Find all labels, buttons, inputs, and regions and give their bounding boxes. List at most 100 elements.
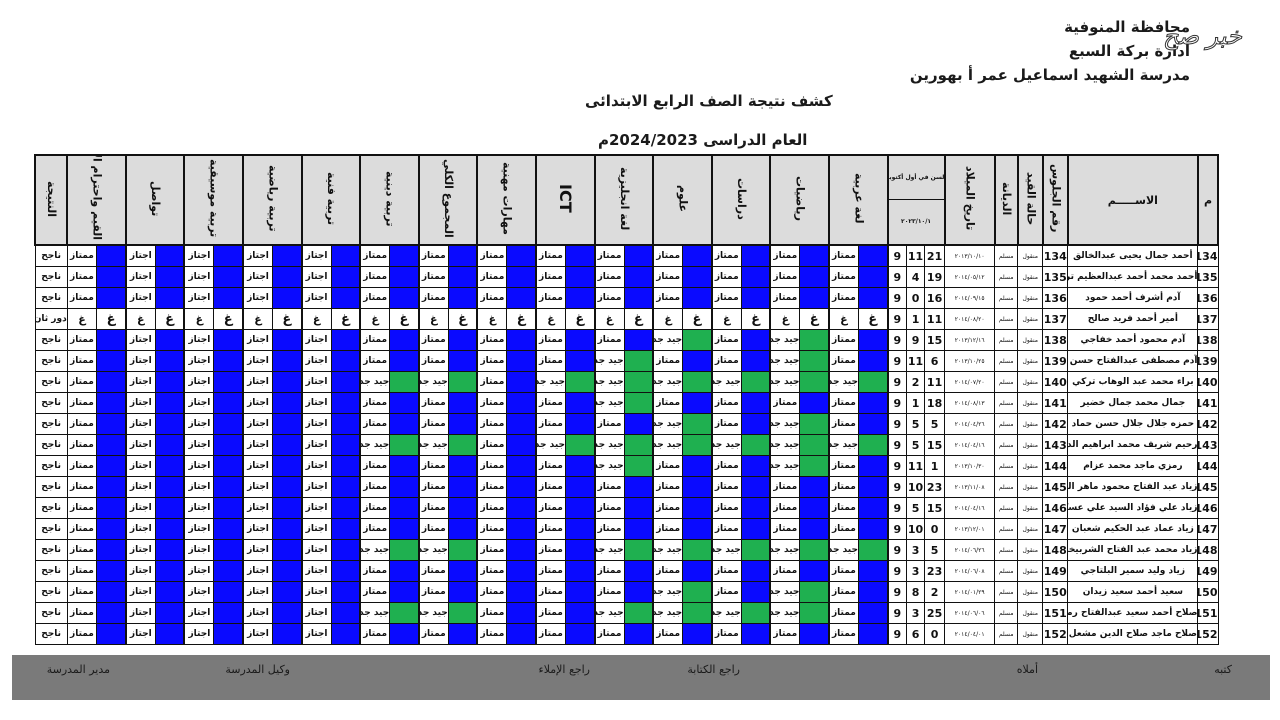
grade-text: اجتاز bbox=[301, 434, 332, 456]
grade-text: ممتاز bbox=[594, 329, 625, 351]
grade-color-cell bbox=[623, 455, 655, 477]
religion-cell: مسلم bbox=[994, 244, 1019, 267]
grade-color-cell bbox=[623, 392, 655, 414]
seat-number: 140 bbox=[1042, 371, 1069, 393]
grade-text: غ bbox=[769, 308, 801, 330]
grade-color-cell bbox=[389, 371, 420, 393]
principal-label: مدير المدرسة bbox=[46, 663, 110, 676]
student-name: رحيم شريف محمد ابراهيم الدسوقي bbox=[1067, 434, 1199, 456]
grade-text: جيد جدا bbox=[359, 602, 391, 624]
grade-color-cell bbox=[682, 476, 713, 498]
grade-text: ممتاز bbox=[359, 287, 391, 309]
grade-text: جيد جدا bbox=[418, 602, 449, 624]
grade-text: اجتاز bbox=[301, 602, 332, 624]
grade-color-cell bbox=[213, 581, 244, 603]
serial-cell: 136 bbox=[1197, 287, 1219, 309]
enrollment-status: منقول bbox=[1017, 455, 1044, 477]
grade-text: جيد جدا bbox=[418, 539, 449, 561]
grade-color-cell bbox=[96, 350, 127, 372]
grade-color-cell bbox=[213, 350, 244, 372]
grade-color-cell bbox=[330, 392, 362, 414]
religion-cell: مسلم bbox=[994, 602, 1019, 624]
grade-color-cell bbox=[447, 329, 479, 351]
grade-text: ممتاز bbox=[535, 413, 566, 435]
table-row: 140براء محمد عبد الوهاب تركي140منقولمسلم… bbox=[34, 371, 1219, 393]
grade-text: اجتاز bbox=[242, 350, 274, 372]
age-title: السن في أول أكتوبر bbox=[889, 157, 943, 200]
age-months: 3 bbox=[906, 539, 926, 561]
col-subject: تربية فنية bbox=[300, 154, 362, 246]
age-months: 10 bbox=[906, 518, 926, 540]
grade-color-cell bbox=[213, 602, 244, 624]
grade-color-cell bbox=[272, 581, 303, 603]
grade-color-cell bbox=[623, 434, 655, 456]
grade-color-cell bbox=[740, 350, 772, 372]
grade-text: ممتاز bbox=[66, 476, 98, 498]
grade-text: اجتاز bbox=[301, 455, 332, 477]
grade-color-cell bbox=[213, 244, 244, 267]
grade-color-cell bbox=[857, 455, 889, 477]
grade-text: ممتاز bbox=[476, 266, 508, 288]
grade-color-cell bbox=[740, 434, 772, 456]
col-name: الاســـــم bbox=[1066, 154, 1199, 246]
grade-color-cell bbox=[272, 350, 303, 372]
grade-color-cell bbox=[623, 581, 655, 603]
age-years: 9 bbox=[886, 455, 908, 477]
grade-color-cell bbox=[682, 581, 713, 603]
birth-date: ٢٠١٤/٠٥/١٢ bbox=[944, 266, 996, 288]
grade-color-cell bbox=[799, 455, 830, 477]
grade-text: جيد جدا bbox=[828, 434, 859, 456]
grade-text: اجتاز bbox=[183, 244, 215, 267]
enrollment-status: منقول bbox=[1017, 560, 1044, 582]
table-row: 148زياد محمد عبد الفتاح الشربيخوني148منق… bbox=[34, 539, 1219, 561]
grade-color-cell bbox=[799, 518, 830, 540]
col-subject: المجموع الكلي bbox=[417, 154, 479, 246]
grade-text: اجتاز bbox=[183, 434, 215, 456]
grade-text: اجتاز bbox=[301, 413, 332, 435]
grade-text: اجتاز bbox=[242, 329, 274, 351]
grade-text: جيد جدا bbox=[359, 434, 391, 456]
grade-text: اجتاز bbox=[125, 329, 156, 351]
student-name: زياد محمد عبد الفتاح الشربيخوني bbox=[1067, 539, 1199, 561]
grade-color-cell bbox=[213, 476, 244, 498]
grade-text: اجتاز bbox=[183, 497, 215, 519]
result-cell: دور ثان bbox=[34, 308, 68, 330]
grade-color-cell bbox=[96, 266, 127, 288]
grade-color-cell bbox=[506, 623, 537, 645]
grade-color-cell bbox=[213, 287, 244, 309]
grade-text: اجتاز bbox=[242, 560, 274, 582]
table-row: 135أحمد محمد أحمد عبدالعظيم تركي135منقول… bbox=[34, 266, 1219, 288]
grade-text: غ bbox=[301, 308, 332, 330]
seat-number: 139 bbox=[1042, 350, 1069, 372]
grade-color-cell bbox=[682, 434, 713, 456]
grade-text: اجتاز bbox=[242, 413, 274, 435]
grade-color-cell bbox=[799, 476, 830, 498]
enrollment-status: منقول bbox=[1017, 602, 1044, 624]
grade-color-cell bbox=[740, 413, 772, 435]
birth-date: ٢٠١٣/١٢/١٦ bbox=[944, 329, 996, 351]
col-subject-label: رياضيات bbox=[793, 176, 807, 221]
signature-footer: كتبه أملاه راجع الكتابة راجع الإملاء وكي… bbox=[12, 655, 1270, 700]
grade-color-cell bbox=[682, 287, 713, 309]
religion-cell: مسلم bbox=[994, 476, 1019, 498]
enrollment-status: منقول bbox=[1017, 287, 1044, 309]
seat-number: 150 bbox=[1042, 581, 1069, 603]
grade-color-cell bbox=[389, 476, 420, 498]
grade-text: ممتاز bbox=[535, 455, 566, 477]
grade-text: ممتاز bbox=[418, 266, 449, 288]
student-name: صلاح أحمد سعيد عبدالفتاح رمضان bbox=[1067, 602, 1199, 624]
grade-text: ممتاز bbox=[535, 539, 566, 561]
age-months: 0 bbox=[906, 287, 926, 309]
grade-color-cell bbox=[96, 560, 127, 582]
religion-cell: مسلم bbox=[994, 350, 1019, 372]
grade-color-cell bbox=[799, 329, 830, 351]
grade-text: ممتاز bbox=[828, 455, 859, 477]
grade-color-cell bbox=[447, 287, 479, 309]
serial-cell: 137 bbox=[1197, 308, 1219, 330]
grade-color-cell: غ bbox=[506, 308, 537, 330]
birth-date: ٢٠١٣/١٠/١٠ bbox=[944, 244, 996, 267]
grade-color-cell bbox=[389, 266, 420, 288]
grade-text: اجتاز bbox=[183, 413, 215, 435]
seat-number: 137 bbox=[1042, 308, 1069, 330]
seat-number: 135 bbox=[1042, 266, 1069, 288]
